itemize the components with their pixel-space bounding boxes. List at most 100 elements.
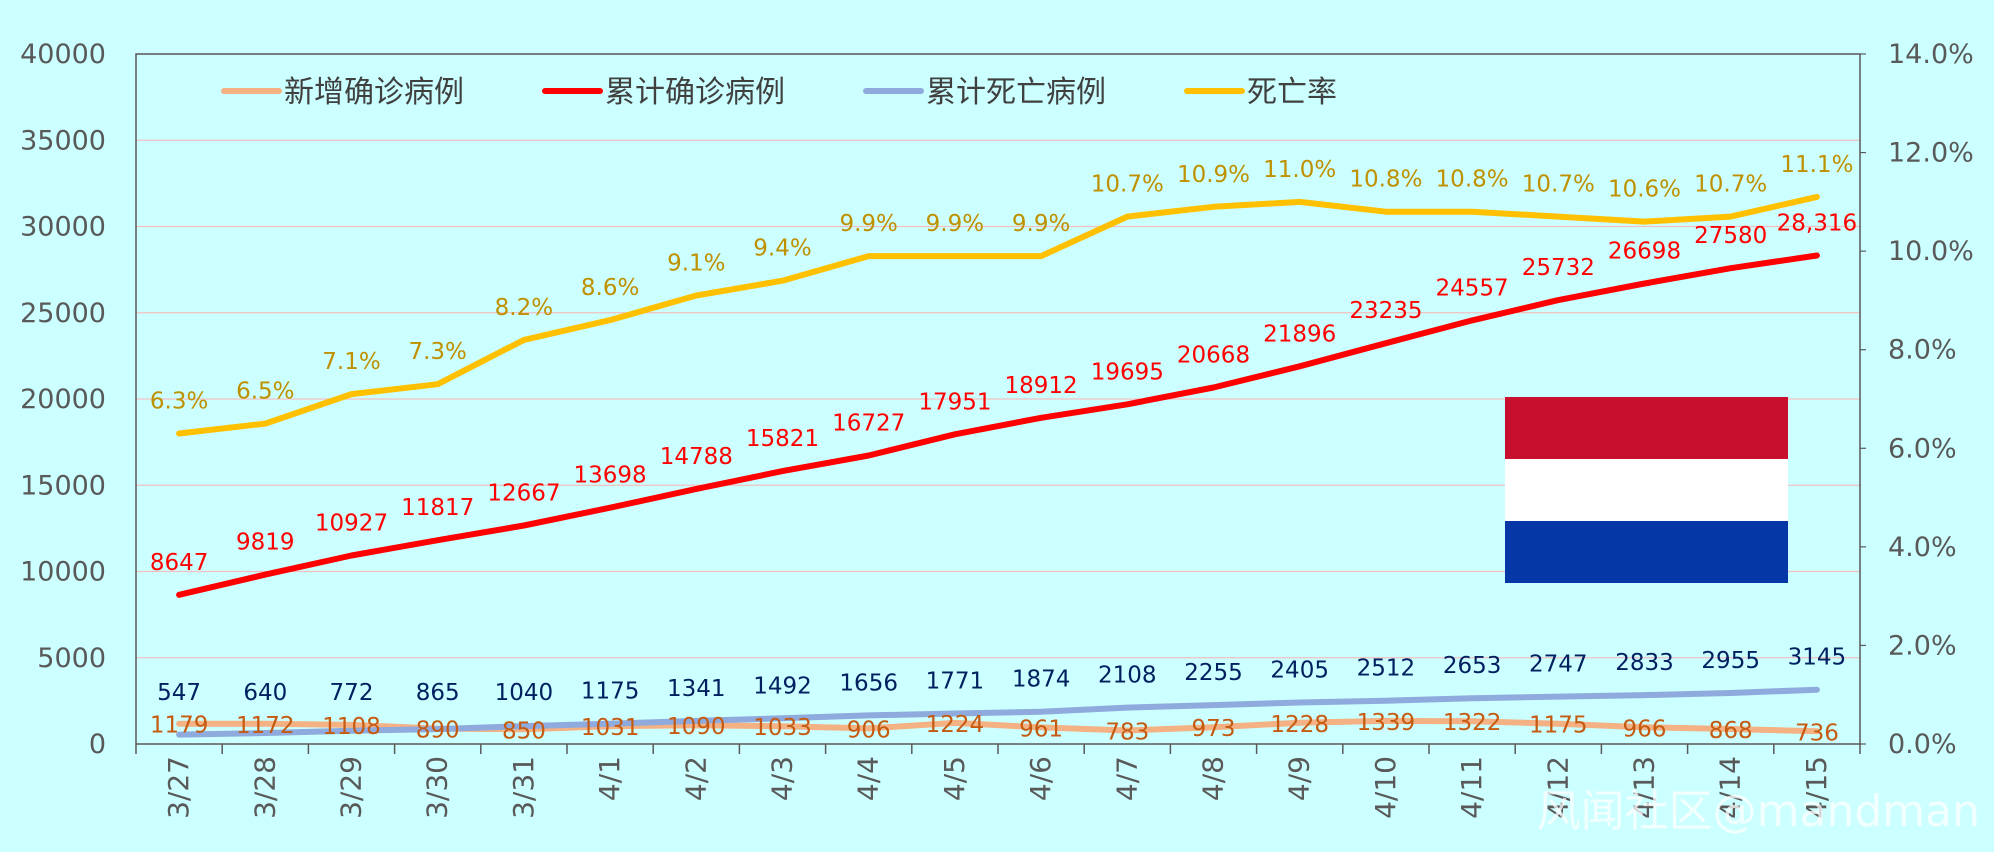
data-label-cumulative-deaths: 1040 (495, 680, 554, 706)
x-tick-label: 4/12 (1541, 756, 1574, 819)
data-labels: 1179 1172 1108 890 850 1031 1090 1033 906 1224 961… (150, 152, 1857, 746)
data-label-death-rate: 8.2% (495, 295, 553, 321)
x-tick-label: 4/7 (1110, 756, 1143, 801)
data-label-cumulative-cases: 24557 (1436, 275, 1509, 301)
data-label-cumulative-deaths: 2255 (1184, 660, 1243, 686)
x-tick-label: 3/30 (421, 756, 454, 819)
data-label-cumulative-cases: 14788 (660, 444, 733, 470)
data-label-cumulative-deaths: 2108 (1098, 663, 1157, 689)
data-label-new-cases: 850 (502, 718, 546, 744)
x-tick-label: 4/15 (1800, 756, 1833, 819)
data-label-death-rate: 9.9% (926, 211, 984, 237)
data-label-new-cases: 1172 (236, 713, 295, 739)
data-label-cumulative-cases: 26698 (1608, 238, 1681, 264)
x-tick-label: 4/13 (1628, 756, 1661, 819)
data-label-cumulative-cases: 11817 (401, 495, 474, 521)
data-label-cumulative-cases: 8647 (150, 550, 209, 576)
data-label-death-rate: 9.1% (667, 251, 725, 277)
y-right-tick-label: 10.0% (1888, 236, 1974, 267)
x-tick-label: 3/28 (248, 756, 281, 819)
data-label-cumulative-cases: 23235 (1349, 298, 1422, 324)
data-label-new-cases: 966 (1623, 716, 1667, 742)
y-left-tick-label: 15000 (20, 470, 106, 501)
data-label-cumulative-cases: 15821 (746, 426, 819, 452)
data-label-new-cases: 1031 (581, 715, 640, 741)
legend-label-death-rate: 死亡率 (1247, 75, 1337, 110)
data-label-cumulative-cases: 9819 (236, 530, 295, 556)
netherlands-flag (1505, 397, 1788, 583)
data-label-new-cases: 1228 (1270, 712, 1329, 738)
data-label-death-rate: 9.9% (839, 211, 897, 237)
x-tick-label: 4/14 (1714, 756, 1747, 819)
data-label-new-cases: 783 (1105, 719, 1149, 745)
data-label-cumulative-cases: 28,316 (1777, 211, 1857, 237)
data-label-death-rate: 10.7% (1091, 172, 1164, 198)
x-tick-label: 4/2 (679, 756, 712, 801)
data-label-new-cases: 1175 (1529, 713, 1588, 739)
data-label-cumulative-deaths: 2405 (1270, 658, 1329, 684)
y-axis-left: 0 5000 10000 15000 20000 25000 30000 35000 40000 (20, 39, 106, 760)
data-label-death-rate: 9.9% (1012, 211, 1070, 237)
data-label-death-rate: 11.0% (1263, 157, 1336, 183)
x-tick-label: 4/1 (593, 756, 626, 801)
y-right-tick-label: 14.0% (1888, 39, 1974, 70)
y-left-tick-label: 0 (89, 729, 106, 760)
data-label-death-rate: 10.7% (1522, 172, 1595, 198)
data-label-cumulative-cases: 25732 (1522, 255, 1595, 281)
data-label-new-cases: 961 (1019, 716, 1063, 742)
x-tick-label: 4/11 (1455, 756, 1488, 819)
y-right-tick-label: 12.0% (1888, 138, 1974, 169)
data-label-new-cases: 1339 (1357, 710, 1416, 736)
data-label-cumulative-cases: 20668 (1177, 342, 1250, 368)
data-label-death-rate: 11.1% (1780, 152, 1853, 178)
y-right-tick-label: 8.0% (1888, 335, 1957, 366)
data-label-cumulative-deaths: 2512 (1357, 656, 1416, 682)
data-label-cumulative-deaths: 2747 (1529, 652, 1588, 678)
data-label-cumulative-cases: 13698 (574, 463, 647, 489)
data-label-new-cases: 906 (847, 717, 891, 743)
y-left-tick-label: 30000 (20, 212, 106, 243)
data-label-death-rate: 10.8% (1349, 167, 1422, 193)
y-right-tick-label: 0.0% (1888, 729, 1957, 760)
watermark: 风闻社区@mandman (1537, 786, 1980, 837)
y-left-tick-label: 40000 (20, 39, 106, 70)
y-axis-right: 0.0% 2.0% 4.0% 6.0% 8.0% 10.0% 12.0% 14.0% (1860, 39, 1974, 760)
data-label-cumulative-deaths: 2653 (1443, 653, 1502, 679)
data-label-cumulative-deaths: 1771 (926, 668, 985, 694)
series-lines (176, 193, 1820, 738)
data-label-cumulative-deaths: 1492 (753, 673, 812, 699)
data-label-cumulative-deaths: 772 (330, 680, 374, 706)
legend-label-cumulative-cases: 累计确诊病例 (605, 75, 785, 110)
data-label-death-rate: 10.7% (1694, 172, 1767, 198)
x-tick-label: 4/6 (1024, 756, 1057, 801)
series-line-death-rate (176, 193, 1820, 437)
data-label-cumulative-cases: 19695 (1091, 359, 1164, 385)
data-label-cumulative-cases: 17951 (918, 389, 991, 415)
data-label-death-rate: 9.4% (753, 236, 811, 262)
y-right-tick-label: 6.0% (1888, 433, 1957, 464)
data-label-new-cases: 1179 (150, 713, 209, 739)
x-tick-label: 4/4 (852, 756, 885, 801)
data-label-cumulative-cases: 27580 (1694, 223, 1767, 249)
data-label-cumulative-cases: 21896 (1263, 321, 1336, 347)
legend-label-cumulative-deaths: 累计死亡病例 (926, 75, 1106, 110)
flag-blue-stripe (1505, 521, 1788, 583)
data-label-cumulative-deaths: 547 (157, 680, 201, 706)
y-right-tick-label: 4.0% (1888, 532, 1957, 563)
data-label-new-cases: 868 (1709, 718, 1753, 744)
x-axis: 3/27 3/28 3/29 3/30 3/31 4/1 4/2 4/3 4/4 4/5 4/6 4/… (135, 744, 1861, 819)
data-label-new-cases: 1224 (926, 712, 985, 738)
y-left-tick-label: 5000 (37, 643, 106, 674)
x-tick-label: 4/9 (1283, 756, 1316, 801)
y-left-tick-label: 25000 (20, 298, 106, 329)
y-right-tick-label: 2.0% (1888, 630, 1957, 661)
data-label-death-rate: 6.3% (150, 389, 208, 415)
x-tick-label: 4/5 (938, 756, 971, 801)
data-label-new-cases: 973 (1192, 716, 1236, 742)
data-label-death-rate: 10.9% (1177, 162, 1250, 188)
x-tick-label: 3/31 (507, 756, 540, 819)
x-tick-label: 3/29 (335, 756, 368, 819)
data-label-cumulative-deaths: 2833 (1615, 650, 1674, 676)
data-label-cumulative-cases: 10927 (315, 511, 388, 537)
